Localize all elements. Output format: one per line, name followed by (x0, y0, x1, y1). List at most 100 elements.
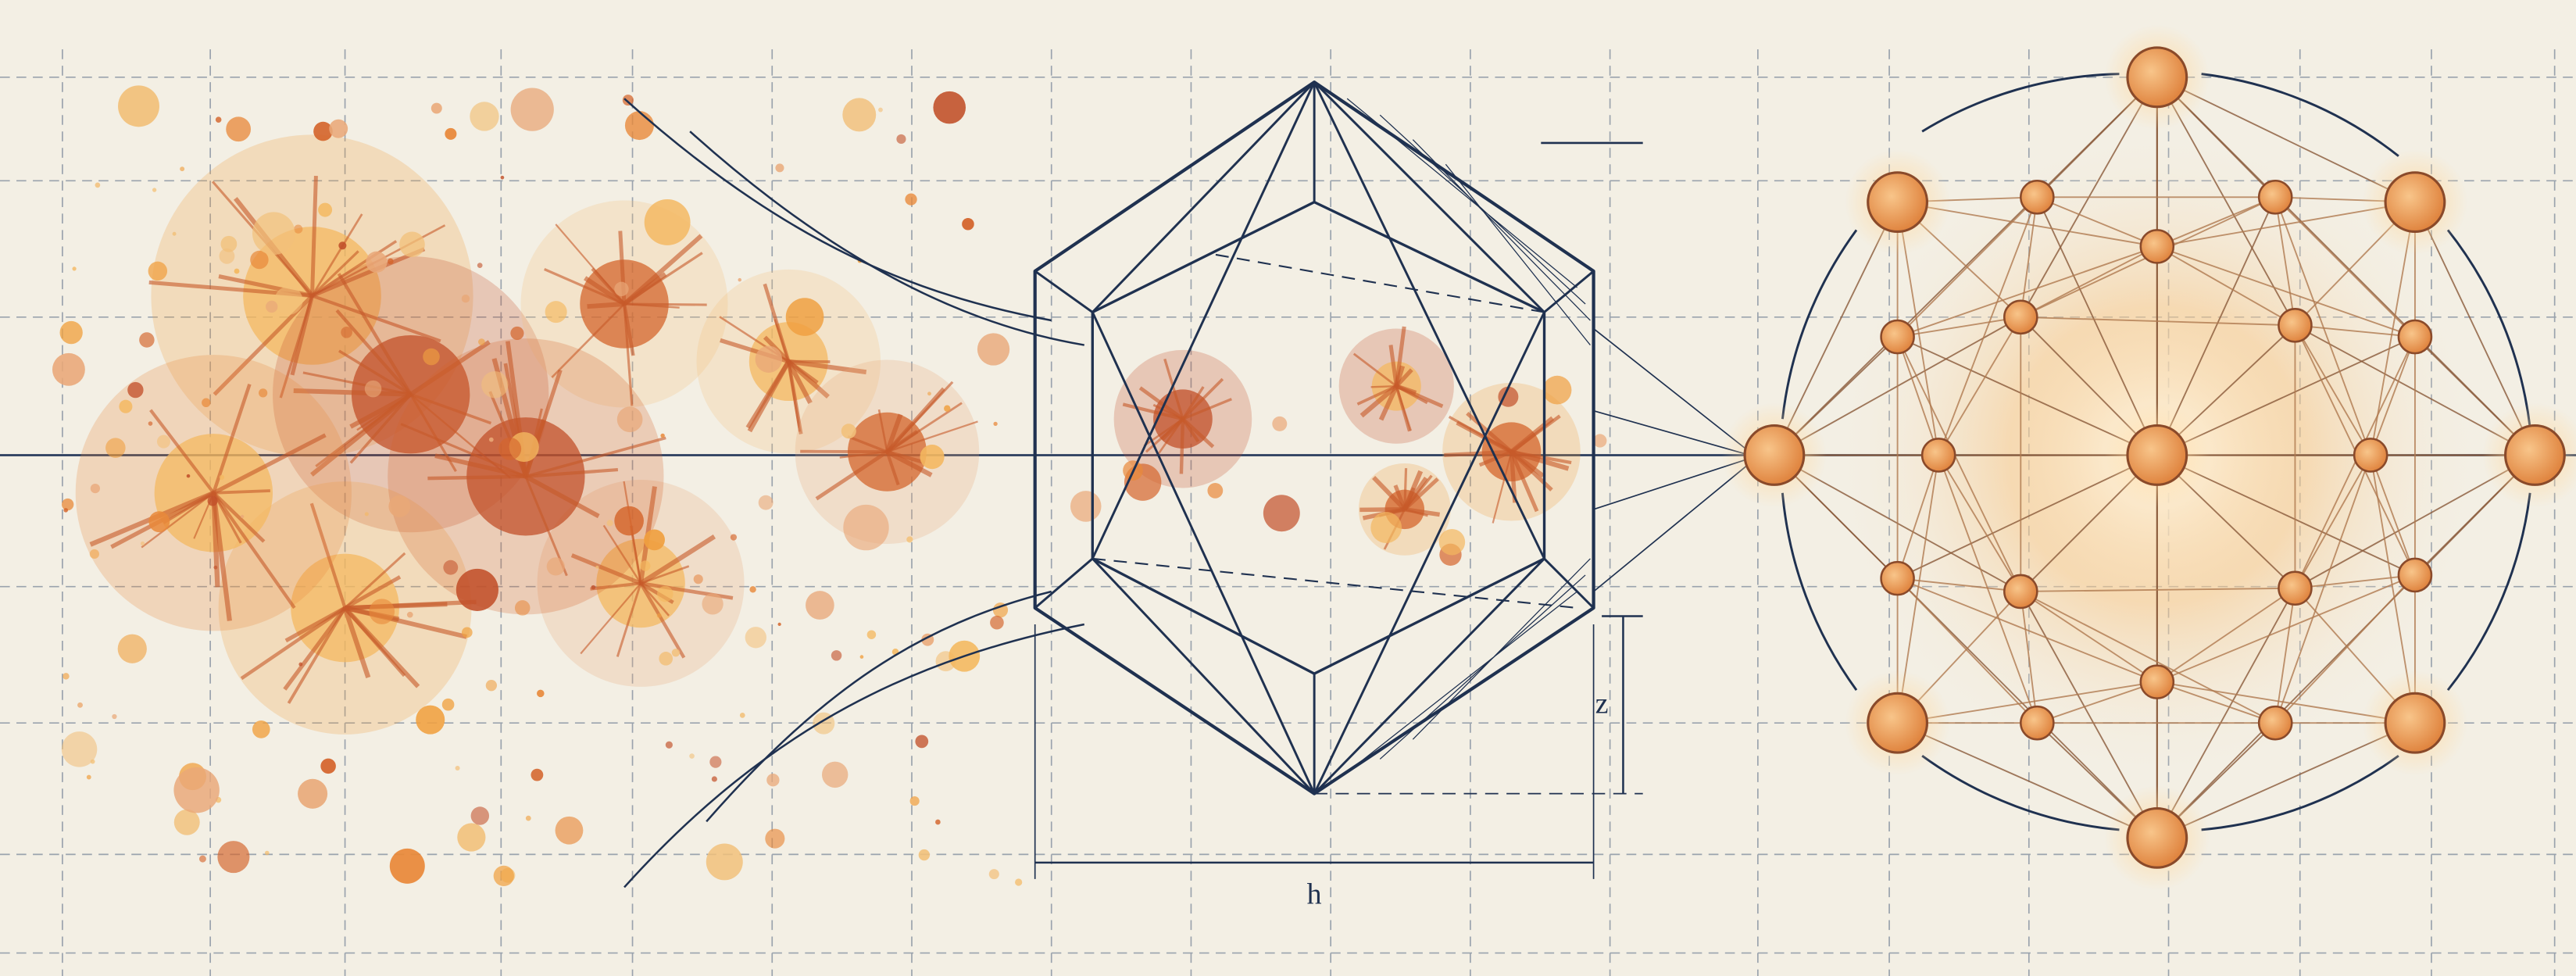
droplet (910, 796, 920, 806)
node (2506, 426, 2565, 485)
node (1868, 173, 1928, 232)
droplet (1439, 529, 1466, 556)
droplet (778, 623, 781, 626)
droplet (443, 560, 458, 575)
droplet (112, 714, 116, 719)
droplet (905, 193, 916, 205)
droplet (471, 806, 489, 824)
node (2128, 809, 2187, 868)
droplet (920, 445, 944, 469)
droplet (252, 212, 295, 255)
droplet (906, 536, 913, 542)
droplet (556, 817, 584, 845)
droplet (105, 438, 126, 458)
droplet (1370, 512, 1402, 543)
droplet (919, 849, 930, 860)
droplet (489, 438, 494, 442)
droplet (531, 769, 543, 781)
droplet (407, 612, 413, 618)
droplet (867, 630, 876, 638)
droplet (915, 735, 928, 748)
droplet (63, 673, 70, 680)
droplet (878, 108, 883, 113)
droplet (515, 600, 531, 616)
droplet (841, 424, 856, 438)
droplet (962, 218, 974, 231)
droplet (526, 816, 531, 821)
droplet (766, 774, 779, 786)
droplet (607, 520, 613, 526)
droplet (442, 699, 455, 711)
droplet (645, 199, 691, 245)
node (2259, 181, 2292, 213)
droplet (494, 866, 514, 886)
droplet (118, 635, 147, 663)
droplet (213, 566, 217, 570)
spike (624, 304, 707, 305)
node (1881, 320, 1914, 353)
droplet (208, 495, 218, 506)
droplet (90, 549, 99, 559)
droplet (478, 338, 485, 345)
droplet (265, 851, 270, 856)
droplet (989, 869, 999, 879)
droplet (702, 593, 723, 614)
droplet (740, 713, 745, 718)
node (2128, 48, 2187, 107)
droplet (456, 766, 460, 770)
droplet (241, 515, 244, 518)
droplet (759, 495, 774, 510)
droplet (625, 111, 654, 140)
droplet (745, 627, 766, 648)
spike (427, 477, 525, 478)
droplet (614, 282, 628, 296)
droplet (709, 756, 721, 768)
droplet (119, 400, 132, 413)
droplet (180, 166, 184, 171)
droplet (173, 767, 219, 813)
droplet (822, 762, 848, 788)
droplet (935, 820, 941, 825)
droplet (990, 616, 1004, 630)
droplet (510, 327, 523, 340)
droplet (63, 508, 68, 513)
droplet (252, 720, 270, 738)
droplet (174, 810, 200, 835)
node (2385, 693, 2445, 753)
node (2004, 575, 2037, 608)
droplet (141, 542, 145, 545)
droplet (202, 399, 210, 407)
droplet (62, 499, 73, 510)
droplet (712, 776, 717, 781)
node (2354, 438, 2387, 471)
droplet (462, 627, 473, 638)
droplet (765, 829, 784, 849)
node (1745, 426, 1804, 485)
droplet (738, 278, 741, 282)
droplet (537, 690, 545, 698)
droplet (944, 406, 950, 412)
droplet (118, 85, 159, 127)
droplet (294, 225, 302, 234)
droplet (60, 321, 83, 344)
droplet (657, 586, 673, 602)
node (2399, 559, 2431, 592)
droplet (644, 529, 665, 550)
droplet (501, 176, 505, 180)
droplet (1593, 434, 1606, 447)
droplet (173, 232, 177, 236)
droplet (388, 259, 394, 265)
node (2020, 706, 2053, 739)
droplet (993, 422, 997, 426)
droplet (365, 512, 369, 516)
droplet (614, 506, 644, 536)
node (2020, 181, 2053, 213)
droplet (87, 775, 91, 780)
droplet (933, 91, 966, 124)
spike (588, 304, 624, 306)
droplet (217, 841, 249, 873)
node (2278, 309, 2311, 341)
droplet (831, 650, 841, 660)
droplet (318, 203, 332, 217)
node (2141, 230, 2174, 263)
